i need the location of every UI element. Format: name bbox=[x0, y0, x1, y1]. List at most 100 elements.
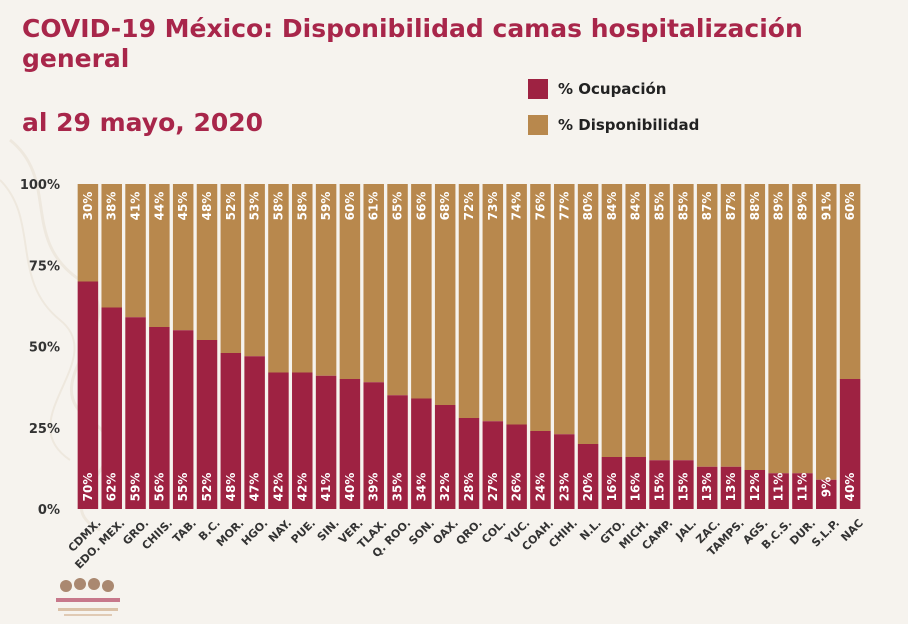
data-label-ocupacion: 40% bbox=[843, 473, 857, 502]
data-label-disponibilidad: 66% bbox=[414, 192, 428, 221]
data-label-disponibilidad: 73% bbox=[486, 192, 500, 221]
bar-disponibilidad bbox=[506, 184, 527, 425]
legend-item-disponibilidad: % Disponibilidad bbox=[528, 114, 699, 136]
bar-ocupacion bbox=[387, 395, 408, 509]
data-label-disponibilidad: 74% bbox=[510, 192, 524, 221]
x-tick-label: HGO. bbox=[239, 517, 270, 548]
data-label-ocupacion: 15% bbox=[676, 473, 690, 502]
bar-ocupacion bbox=[434, 405, 456, 509]
bar-ocupacion bbox=[554, 434, 575, 509]
data-label-ocupacion: 55% bbox=[176, 473, 190, 502]
bar-ocupacion bbox=[625, 457, 646, 509]
y-tick-label: 100% bbox=[20, 178, 60, 193]
x-tick-label: MOR. bbox=[214, 517, 247, 550]
bar-disponibilidad bbox=[220, 184, 242, 353]
chart-subtitle: al 29 mayo, 2020 bbox=[22, 108, 264, 137]
bar-disponibilidad bbox=[125, 184, 146, 318]
data-label-disponibilidad: 68% bbox=[438, 192, 452, 221]
data-label-ocupacion: 52% bbox=[200, 473, 214, 502]
bar-ocupacion bbox=[720, 466, 742, 509]
data-label-ocupacion: 11% bbox=[795, 473, 809, 502]
data-label-disponibilidad: 60% bbox=[843, 192, 857, 221]
data-label-disponibilidad: 91% bbox=[819, 192, 833, 221]
legend-swatch-disponibilidad bbox=[528, 115, 548, 135]
x-tick-label: S.L.P. bbox=[809, 517, 842, 550]
data-label-ocupacion: 47% bbox=[248, 473, 262, 502]
data-label-ocupacion: 35% bbox=[391, 473, 405, 502]
data-label-ocupacion: 32% bbox=[438, 473, 452, 502]
x-tick-label: PUE. bbox=[289, 517, 318, 546]
bar-ocupacion bbox=[649, 460, 670, 509]
data-label-disponibilidad: 58% bbox=[271, 192, 285, 221]
bar-disponibilidad bbox=[458, 184, 480, 418]
bar-disponibilidad bbox=[601, 184, 623, 457]
data-label-disponibilidad: 87% bbox=[700, 192, 714, 221]
y-tick-label: 25% bbox=[29, 422, 60, 437]
data-label-disponibilidad: 59% bbox=[319, 192, 333, 221]
data-label-ocupacion: 40% bbox=[343, 473, 357, 502]
bar-disponibilidad bbox=[649, 184, 670, 461]
x-tick-label: NAY. bbox=[266, 517, 294, 545]
data-label-ocupacion: 41% bbox=[319, 473, 333, 502]
bar-ocupacion bbox=[125, 317, 146, 509]
data-label-disponibilidad: 76% bbox=[533, 192, 547, 221]
data-label-ocupacion: 24% bbox=[533, 473, 547, 502]
bar-disponibilidad bbox=[816, 184, 837, 480]
x-tick-label: QRO. bbox=[454, 517, 485, 548]
bar-ocupacion bbox=[292, 372, 313, 509]
bar-disponibilidad bbox=[482, 184, 504, 422]
bar-ocupacion bbox=[315, 375, 337, 509]
bar-disponibilidad bbox=[673, 184, 694, 461]
data-label-ocupacion: 27% bbox=[486, 473, 500, 502]
bar-ocupacion bbox=[268, 372, 289, 509]
bar-disponibilidad bbox=[411, 184, 432, 399]
data-label-disponibilidad: 38% bbox=[105, 192, 119, 221]
legend: % Ocupación % Disponibilidad bbox=[528, 78, 699, 150]
bar-disponibilidad bbox=[768, 184, 789, 474]
data-label-ocupacion: 48% bbox=[224, 473, 238, 502]
bar-ocupacion bbox=[339, 379, 361, 509]
bar-disponibilidad bbox=[315, 184, 337, 376]
bar-ocupacion bbox=[792, 473, 813, 509]
y-tick-label: 75% bbox=[29, 259, 60, 274]
data-label-disponibilidad: 88% bbox=[748, 192, 762, 221]
bar-ocupacion bbox=[530, 431, 551, 509]
bar-disponibilidad bbox=[268, 184, 289, 373]
data-label-ocupacion: 13% bbox=[724, 473, 738, 502]
data-label-disponibilidad: 44% bbox=[152, 192, 166, 221]
data-label-ocupacion: 20% bbox=[581, 473, 595, 502]
data-label-disponibilidad: 60% bbox=[343, 192, 357, 221]
bar-disponibilidad bbox=[720, 184, 742, 467]
bar-ocupacion bbox=[482, 421, 504, 509]
data-label-ocupacion: 39% bbox=[367, 473, 381, 502]
data-label-ocupacion: 42% bbox=[295, 473, 309, 502]
bar-disponibilidad bbox=[244, 184, 265, 357]
x-tick-label: SON. bbox=[406, 517, 437, 548]
bar-disponibilidad bbox=[554, 184, 575, 435]
chart-title: COVID-19 México: Disponibilidad camas ho… bbox=[22, 14, 803, 73]
data-label-disponibilidad: 45% bbox=[176, 192, 190, 221]
data-label-ocupacion: 28% bbox=[462, 473, 476, 502]
data-label-disponibilidad: 58% bbox=[295, 192, 309, 221]
bar-disponibilidad bbox=[363, 184, 384, 383]
bar-ocupacion bbox=[244, 356, 265, 509]
bar-ocupacion bbox=[458, 418, 480, 509]
bar-disponibilidad bbox=[292, 184, 313, 373]
legend-label-disponibilidad: % Disponibilidad bbox=[558, 116, 700, 134]
data-label-disponibilidad: 89% bbox=[795, 192, 809, 221]
data-label-ocupacion: 16% bbox=[605, 473, 619, 502]
data-label-ocupacion: 26% bbox=[510, 473, 524, 502]
bar-ocupacion bbox=[363, 382, 384, 509]
bar-disponibilidad bbox=[792, 184, 813, 474]
x-tick-label: NAC bbox=[838, 517, 865, 544]
bar-disponibilidad bbox=[744, 184, 766, 470]
data-label-disponibilidad: 84% bbox=[629, 192, 643, 221]
data-label-disponibilidad: 89% bbox=[772, 192, 786, 221]
data-label-disponibilidad: 53% bbox=[248, 192, 262, 221]
bar-ocupacion bbox=[506, 424, 527, 509]
bar-disponibilidad bbox=[196, 184, 218, 340]
y-tick-label: 50% bbox=[29, 341, 60, 356]
data-label-disponibilidad: 80% bbox=[581, 192, 595, 221]
bar-ocupacion bbox=[696, 466, 718, 509]
